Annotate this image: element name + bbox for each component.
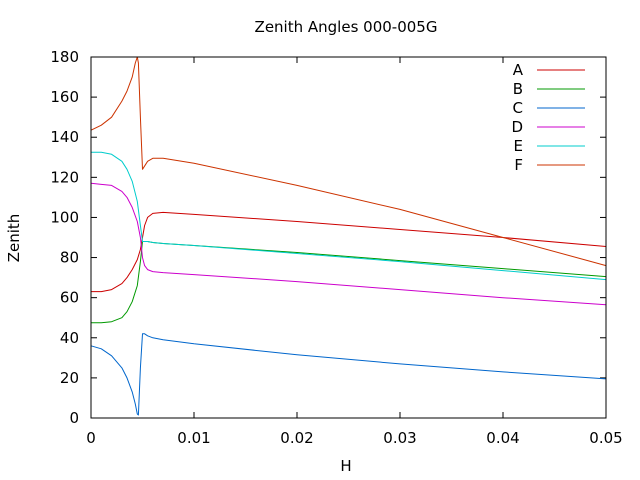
series-line-f [90,56,607,267]
legend-label-d: D [511,118,523,136]
series-line-e [91,151,607,281]
x-tick-label: 0.02 [280,429,313,447]
y-tick-label: 120 [50,168,79,186]
y-axis-ticks: 0 20 40 60 80 100 120 140 160 180 [50,48,606,427]
legend-label-e: E [514,137,523,155]
legend-label-b: B [513,80,523,98]
x-tick-label: 0.05 [589,429,622,447]
y-tick-label: 140 [50,128,79,146]
y-tick-label: 160 [50,88,79,106]
y-axis-label: Zenith [5,214,23,263]
legend-label-c: C [513,99,523,117]
series-lines [90,56,607,416]
y-tick-label: 0 [69,409,79,427]
x-tick-label: 0 [86,429,96,447]
x-tick-label: 0.01 [177,429,210,447]
series-line-d [90,182,607,306]
x-tick-label: 0.04 [486,429,519,447]
y-tick-label: 20 [60,369,79,387]
series-line-a [91,211,607,293]
series-line-c [90,333,607,416]
x-tick-label: 0.03 [383,429,416,447]
x-axis-label: H [340,457,351,475]
plot-frame [90,56,607,419]
series-line-b [91,241,607,324]
x-axis-ticks: 0 0.01 0.02 0.03 0.04 0.05 [86,57,623,447]
chart-title: Zenith Angles 000-005G [255,18,438,36]
legend-label-f: F [514,156,523,174]
y-tick-label: 40 [60,329,79,347]
y-tick-label: 180 [50,48,79,66]
legend-label-a: A [513,61,524,79]
y-tick-label: 100 [50,208,79,226]
y-tick-label: 80 [60,249,79,267]
y-tick-label: 60 [60,289,79,307]
